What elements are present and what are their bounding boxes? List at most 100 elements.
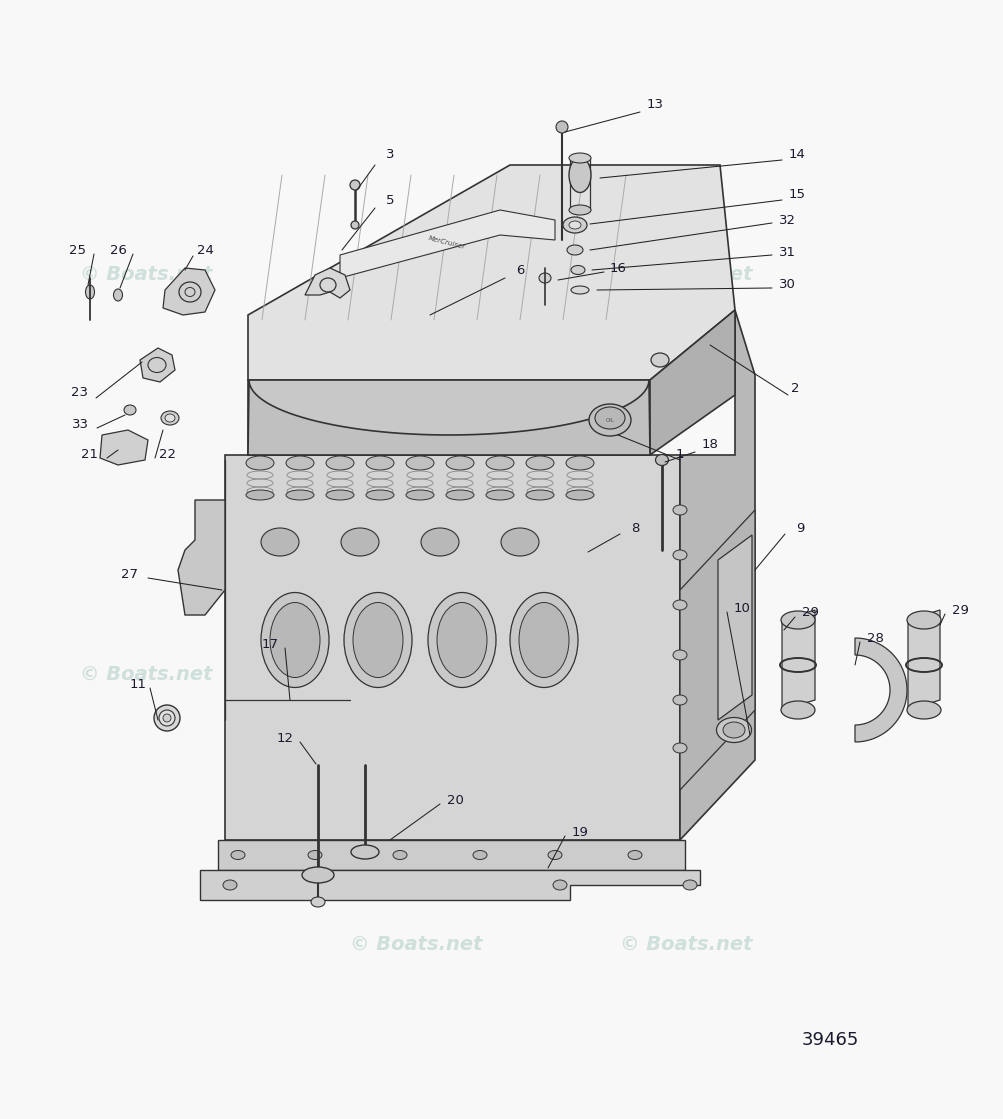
- Text: 18: 18: [701, 439, 718, 451]
- Ellipse shape: [672, 743, 686, 753]
- Ellipse shape: [246, 457, 274, 470]
- Ellipse shape: [366, 457, 393, 470]
- Text: 25: 25: [69, 244, 86, 256]
- Ellipse shape: [672, 551, 686, 560]
- Ellipse shape: [472, 850, 486, 859]
- Ellipse shape: [270, 602, 320, 677]
- Text: © Boats.net: © Boats.net: [350, 935, 482, 955]
- Polygon shape: [679, 310, 754, 840]
- Ellipse shape: [569, 205, 591, 215]
- Text: 24: 24: [197, 244, 214, 256]
- Ellipse shape: [548, 850, 562, 859]
- Ellipse shape: [160, 411, 179, 425]
- Ellipse shape: [85, 285, 94, 299]
- Ellipse shape: [569, 153, 591, 163]
- Ellipse shape: [185, 288, 195, 297]
- Text: 30: 30: [777, 279, 794, 292]
- Polygon shape: [248, 380, 649, 455]
- Polygon shape: [781, 610, 814, 709]
- Ellipse shape: [308, 850, 322, 859]
- Polygon shape: [162, 267, 215, 316]
- Ellipse shape: [162, 714, 171, 722]
- Ellipse shape: [326, 457, 354, 470]
- Ellipse shape: [436, 602, 486, 677]
- Text: OIL: OIL: [605, 417, 614, 423]
- Ellipse shape: [353, 602, 402, 677]
- Text: 5: 5: [385, 194, 394, 207]
- Ellipse shape: [113, 289, 122, 301]
- Polygon shape: [100, 430, 147, 466]
- Ellipse shape: [153, 705, 180, 731]
- Ellipse shape: [445, 457, 473, 470]
- Ellipse shape: [571, 286, 589, 294]
- Text: 2: 2: [790, 382, 798, 395]
- Ellipse shape: [351, 220, 359, 229]
- Text: 39465: 39465: [800, 1031, 858, 1049]
- Polygon shape: [717, 535, 751, 720]
- Ellipse shape: [672, 695, 686, 705]
- Ellipse shape: [302, 867, 334, 883]
- Text: 17: 17: [261, 639, 278, 651]
- Text: © Boats.net: © Boats.net: [80, 265, 213, 284]
- Text: MerCruiser: MerCruiser: [427, 235, 465, 251]
- Ellipse shape: [569, 220, 581, 229]
- Text: 14: 14: [787, 149, 804, 161]
- Ellipse shape: [500, 528, 539, 556]
- Polygon shape: [200, 869, 699, 900]
- Ellipse shape: [510, 592, 578, 687]
- Ellipse shape: [261, 592, 329, 687]
- Ellipse shape: [326, 490, 354, 500]
- Text: 31: 31: [777, 245, 794, 258]
- Ellipse shape: [344, 592, 411, 687]
- Ellipse shape: [672, 505, 686, 515]
- Text: 16: 16: [609, 262, 626, 274]
- Polygon shape: [649, 310, 734, 455]
- Ellipse shape: [341, 528, 378, 556]
- Ellipse shape: [526, 490, 554, 500]
- Text: 29: 29: [800, 606, 817, 620]
- Text: 27: 27: [121, 568, 138, 582]
- Ellipse shape: [526, 457, 554, 470]
- Ellipse shape: [392, 850, 406, 859]
- Ellipse shape: [485, 457, 514, 470]
- Ellipse shape: [286, 457, 314, 470]
- Text: 3: 3: [385, 149, 394, 161]
- Ellipse shape: [351, 845, 378, 859]
- Text: © Boats.net: © Boats.net: [80, 665, 213, 684]
- Text: 32: 32: [777, 214, 794, 226]
- Text: 26: 26: [109, 244, 126, 256]
- Ellipse shape: [672, 600, 686, 610]
- Ellipse shape: [569, 158, 591, 192]
- Text: 20: 20: [446, 793, 463, 807]
- Polygon shape: [305, 267, 350, 298]
- Text: © Boats.net: © Boats.net: [620, 265, 752, 284]
- Ellipse shape: [553, 880, 567, 890]
- Ellipse shape: [124, 405, 135, 415]
- Ellipse shape: [261, 528, 299, 556]
- Ellipse shape: [519, 602, 569, 677]
- Polygon shape: [855, 638, 906, 742]
- Ellipse shape: [485, 490, 514, 500]
- Text: 15: 15: [787, 188, 804, 201]
- Text: 10: 10: [733, 602, 749, 614]
- Text: 1: 1: [675, 449, 684, 461]
- Ellipse shape: [427, 592, 495, 687]
- Polygon shape: [225, 455, 679, 840]
- Ellipse shape: [716, 717, 751, 743]
- Ellipse shape: [445, 490, 473, 500]
- Ellipse shape: [627, 850, 641, 859]
- Text: © Boats.net: © Boats.net: [620, 935, 752, 955]
- Text: 11: 11: [129, 678, 146, 692]
- Ellipse shape: [595, 407, 625, 429]
- Ellipse shape: [246, 490, 274, 500]
- Ellipse shape: [405, 457, 433, 470]
- Text: 8: 8: [630, 521, 639, 535]
- Ellipse shape: [286, 490, 314, 500]
- Ellipse shape: [311, 897, 325, 908]
- Text: 6: 6: [516, 263, 524, 276]
- Ellipse shape: [906, 611, 940, 629]
- Text: 22: 22: [159, 449, 177, 461]
- Text: 19: 19: [571, 826, 588, 838]
- Ellipse shape: [158, 709, 175, 726]
- Polygon shape: [907, 610, 939, 709]
